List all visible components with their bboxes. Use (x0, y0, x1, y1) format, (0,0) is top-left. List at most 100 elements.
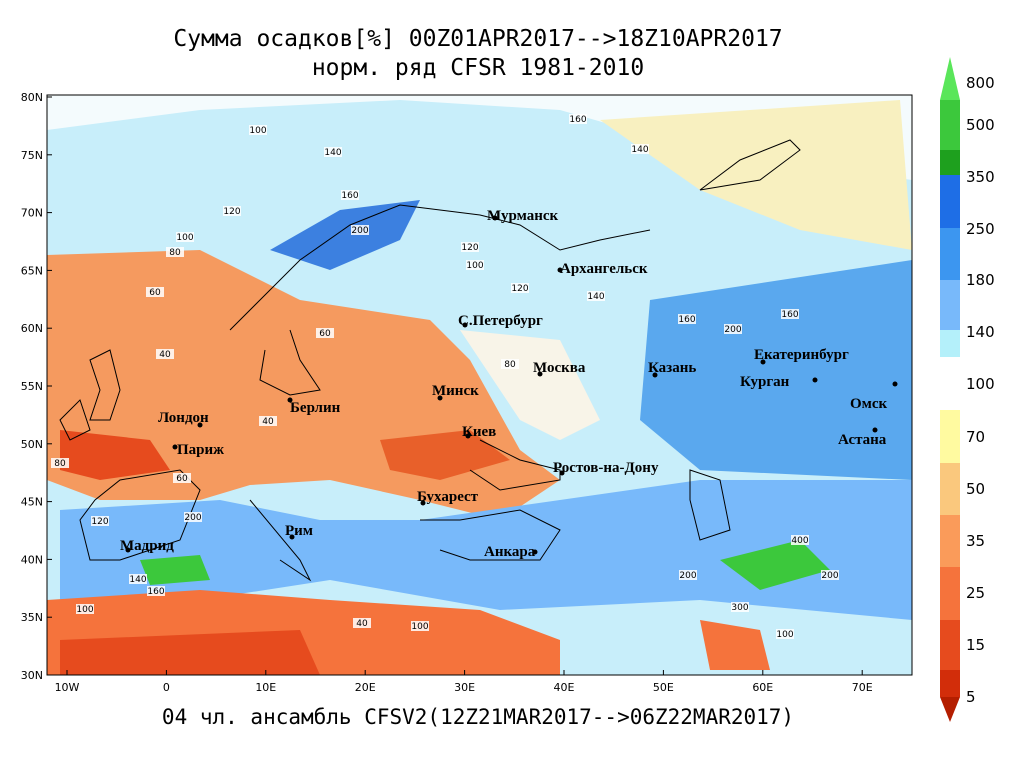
y-tick-label: 75N (21, 149, 43, 162)
colorbar-swatch (940, 410, 960, 463)
y-tick-label: 80N (21, 91, 43, 104)
colorbar-swatch (940, 100, 960, 150)
colorbar-swatch (940, 228, 960, 280)
contour-label: 100 (176, 233, 193, 243)
city-dot (872, 427, 878, 433)
contour-label: 140 (631, 145, 648, 155)
contour-label: 300 (731, 603, 748, 613)
contour-label-bg (781, 309, 799, 319)
x-tick-label: 20E (355, 681, 376, 694)
contour-label: 80 (504, 360, 516, 370)
city-dot (892, 381, 898, 387)
y-tick-label: 35N (21, 611, 43, 624)
x-tick-label: 70E (852, 681, 873, 694)
map-title: Сумма осадков[%] 00Z01APR2017-->18Z10APR… (173, 26, 782, 52)
contour-label-bg (678, 314, 696, 324)
contour-label-bg (184, 512, 202, 522)
contour-label: 120 (461, 243, 478, 253)
city-label: С.Петербург (458, 313, 543, 329)
contour-label: 160 (341, 191, 358, 201)
x-tick-label: 30E (454, 681, 475, 694)
city-dot (420, 500, 426, 506)
contour-label: 40 (262, 417, 274, 427)
city-dot (172, 444, 178, 450)
contour-label-bg (146, 287, 164, 297)
colorbar-label: 500 (966, 116, 995, 134)
city-dot (559, 470, 565, 476)
contour-label-bg (324, 147, 342, 157)
city-label: Курган (740, 374, 790, 390)
colorbar-swatch (940, 670, 960, 697)
colorbar-swatch (940, 150, 960, 175)
contour-label-bg (76, 604, 94, 614)
colorbar-label: 140 (966, 323, 995, 341)
contour-label: 120 (223, 207, 240, 217)
contour-label-bg (259, 416, 277, 426)
city-dot (437, 395, 443, 401)
contour-label-bg (411, 621, 429, 631)
city-label: Казань (648, 360, 696, 376)
map-footer: 04 чл. ансамбль CFSV2(12Z21MAR2017-->06Z… (162, 705, 794, 729)
contour-label: 200 (724, 325, 741, 335)
city-label: Анкара (484, 544, 536, 560)
contour-label: 100 (76, 605, 93, 615)
contour-label-bg (129, 574, 147, 584)
colorbar-swatch (940, 463, 960, 515)
x-tick-label: 10E (255, 681, 276, 694)
city-label: Минск (432, 383, 479, 399)
colorbar-label: 35 (966, 532, 985, 550)
colorbar-label: 800 (966, 74, 995, 92)
contour-label: 160 (781, 310, 798, 320)
colorbar-label: 250 (966, 220, 995, 238)
contour-label-bg (501, 359, 519, 369)
contour-label-bg (724, 324, 742, 334)
colorbar-swatch (940, 330, 960, 357)
colorbar-label: 100 (966, 375, 995, 393)
y-tick-label: 60N (21, 322, 43, 335)
city-label: Мурманск (487, 208, 558, 224)
contour-label: 400 (791, 536, 808, 546)
city-dot (289, 534, 295, 540)
contour-label-bg (821, 570, 839, 580)
colorbar-swatch (940, 515, 960, 567)
colorbar-swatch (940, 175, 960, 228)
y-tick-label: 45N (21, 496, 43, 509)
contour-label: 200 (351, 226, 368, 236)
contour-label: 80 (54, 459, 66, 469)
colorbar-label: 180 (966, 271, 995, 289)
x-tick-label: 10W (55, 681, 80, 694)
y-tick-label: 65N (21, 264, 43, 277)
city-dot (125, 547, 131, 553)
contour-label-bg (353, 618, 371, 628)
contour-label-bg (173, 473, 191, 483)
city-label: Москва (533, 360, 586, 376)
contour-label: 120 (91, 517, 108, 527)
y-tick-label: 50N (21, 438, 43, 451)
contour-label: 120 (511, 284, 528, 294)
colorbar-label: 70 (966, 428, 985, 446)
contour-label-bg (156, 349, 174, 359)
colorbar-swatch (940, 620, 960, 670)
contour-label: 60 (319, 329, 331, 339)
colorbar-label: 25 (966, 584, 985, 602)
city-label: Париж (177, 442, 224, 458)
contour-label-bg (776, 629, 794, 639)
city-dot (537, 371, 543, 377)
city-label: Ростов-на-Дону (553, 460, 659, 476)
city-label: Бухарест (417, 489, 479, 505)
contour-label-bg (511, 283, 529, 293)
city-label: Екатеринбург (754, 347, 849, 363)
contour-label: 80 (169, 248, 181, 258)
colorbar-label: 15 (966, 636, 985, 654)
contour-label: 100 (776, 630, 793, 640)
contour-label: 60 (176, 474, 188, 484)
contour-label-bg (147, 586, 165, 596)
y-tick-label: 70N (21, 207, 43, 220)
colorbar-swatch (940, 280, 960, 330)
city-dot (812, 377, 818, 383)
contour-label: 160 (678, 315, 695, 325)
contour-label: 160 (147, 587, 164, 597)
colorbar-label: 5 (966, 688, 976, 706)
contour-label-bg (223, 206, 241, 216)
